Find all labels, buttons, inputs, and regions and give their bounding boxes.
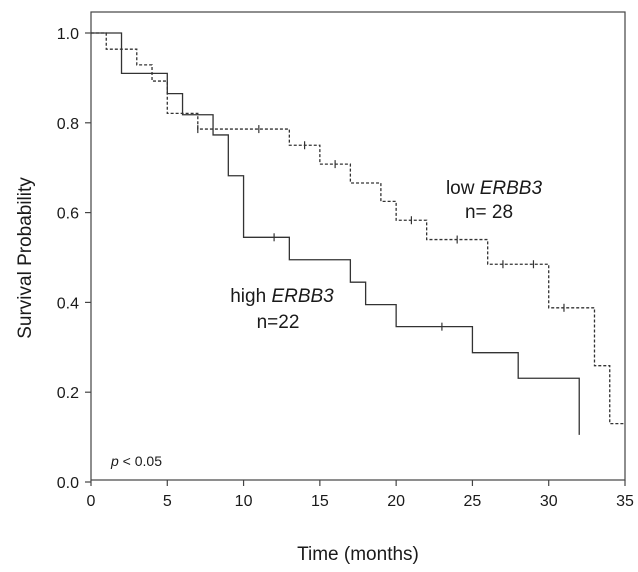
y-tick-label: 0.8 bbox=[57, 116, 79, 133]
y-tick-label: 0.4 bbox=[57, 295, 79, 312]
curve-label-high: high ERBB3 bbox=[230, 286, 334, 307]
x-tick-label: 0 bbox=[87, 493, 96, 510]
p-value-annotation: p < 0.05 bbox=[110, 453, 162, 469]
y-tick-label: 0.6 bbox=[57, 206, 79, 223]
curve-label-low-gene: ERBB3 bbox=[480, 178, 543, 199]
p-value-symbol: p bbox=[110, 453, 119, 469]
p-value-text: < 0.05 bbox=[119, 453, 162, 469]
survival-curve-low bbox=[91, 32, 625, 425]
x-tick-label: 10 bbox=[235, 493, 253, 510]
curve-label-low-prefix: low bbox=[446, 178, 480, 199]
y-tick-label: 0.0 bbox=[57, 475, 79, 492]
curve-label-low: low ERBB3 bbox=[446, 178, 543, 199]
plot-frame bbox=[90, 11, 626, 481]
y-tick-label: 1.0 bbox=[57, 26, 79, 43]
curve-label-high-n: n=22 bbox=[257, 312, 300, 333]
x-tick-label: 35 bbox=[616, 493, 634, 510]
x-tick-label: 15 bbox=[311, 493, 329, 510]
x-tick-label: 20 bbox=[387, 493, 405, 510]
y-axis-ticks: 0.0 0.2 0.4 0.6 0.8 1.0 bbox=[57, 26, 91, 492]
y-tick-label: 0.2 bbox=[57, 385, 79, 402]
x-tick-label: 5 bbox=[163, 493, 172, 510]
x-tick-label: 30 bbox=[540, 493, 558, 510]
survival-curve-high bbox=[91, 32, 580, 435]
x-axis-ticks: 0 5 10 15 20 25 30 35 bbox=[87, 480, 634, 510]
survival-curves bbox=[91, 32, 625, 435]
y-axis-title: Survival Probability bbox=[15, 177, 36, 339]
curve-label-high-prefix: high bbox=[230, 286, 271, 307]
curve-label-low-n: n= 28 bbox=[465, 202, 513, 223]
x-tick-label: 25 bbox=[464, 493, 482, 510]
curve-label-high-gene: ERBB3 bbox=[271, 286, 334, 307]
x-axis-title: Time (months) bbox=[297, 544, 419, 565]
